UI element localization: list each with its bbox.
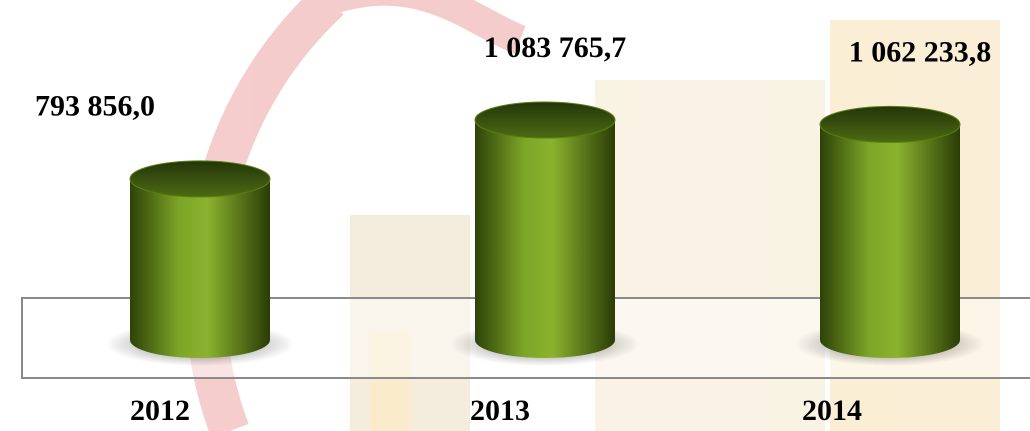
bar xyxy=(474,101,616,358)
cylinder-body xyxy=(475,120,615,358)
cylinder-body xyxy=(820,124,960,359)
cylinder-top xyxy=(819,105,961,143)
bar xyxy=(129,160,271,358)
cylinder-top xyxy=(129,160,271,198)
value-label: 1 083 765,7 xyxy=(484,31,627,64)
cylinder-top xyxy=(474,101,616,139)
bar xyxy=(819,105,961,359)
cylinder-body xyxy=(130,178,270,358)
value-label: 1 062 233,8 xyxy=(849,35,992,68)
x-tick-label: 2014 xyxy=(802,394,862,427)
value-label: 793 856,0 xyxy=(35,90,155,123)
x-tick-label: 2013 xyxy=(470,394,530,427)
plot: 793 856,0 2012 1 083 765,7 2013 1 062 233,8 2… xyxy=(35,31,991,427)
x-tick-label: 2012 xyxy=(130,394,190,427)
